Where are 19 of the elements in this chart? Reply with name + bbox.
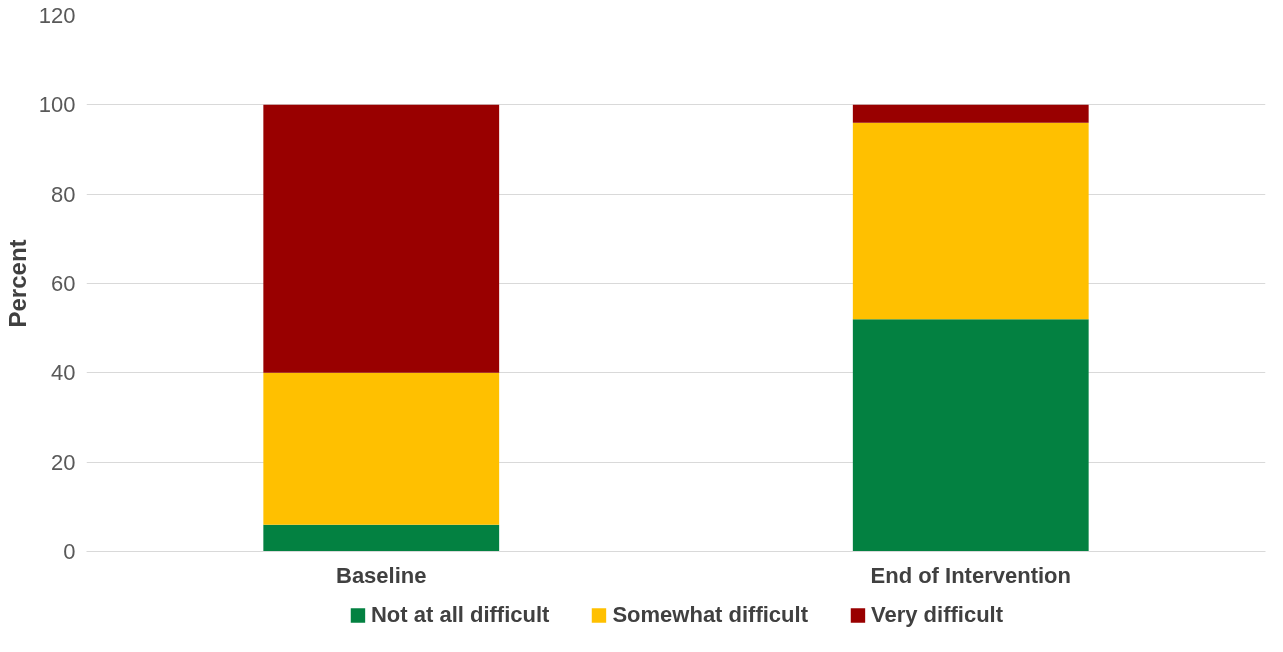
y-tick-label: 40: [51, 360, 76, 386]
bar: [263, 104, 500, 373]
bar: [852, 104, 1089, 123]
bar: [263, 372, 500, 525]
y-tick-label: 100: [38, 92, 76, 118]
y-tick-label: 0: [63, 539, 76, 564]
x-tick-label: End of Intervention: [870, 562, 1071, 588]
legend-label: Somewhat difficult: [612, 602, 808, 628]
y-tick-label: 80: [51, 181, 76, 207]
y-axis-title: Percent: [3, 239, 31, 328]
legend-label: Very difficult: [870, 602, 1004, 628]
legend-label: Not at all difficult: [370, 602, 550, 628]
y-tick-label: 120: [38, 3, 76, 28]
y-tick-label: 60: [51, 271, 76, 296]
bar: [852, 319, 1089, 552]
x-tick-label: Baseline: [336, 562, 427, 588]
bar: [263, 524, 500, 552]
y-tick-label: 20: [51, 449, 76, 475]
bar: [852, 122, 1089, 320]
